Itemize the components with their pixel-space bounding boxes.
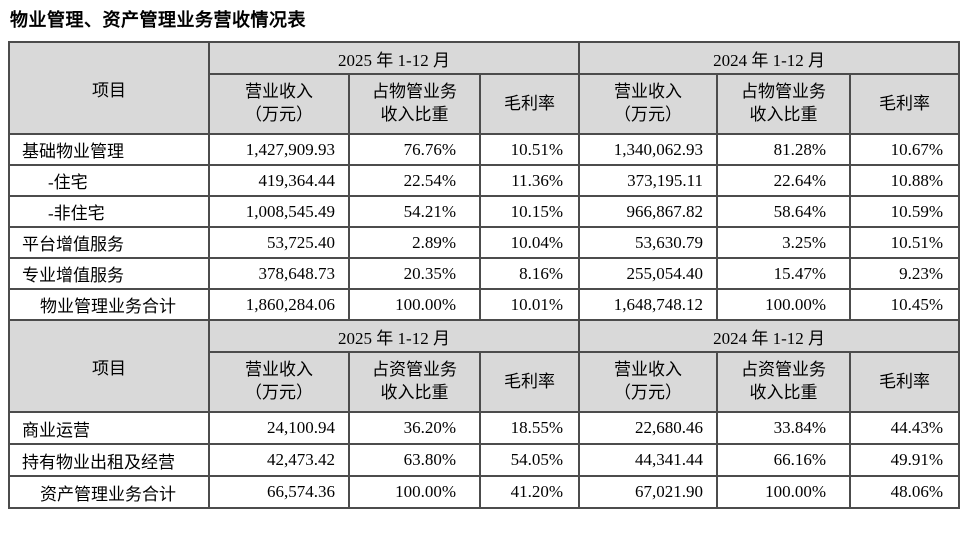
share-2024-header: 占物管业务 收入比重 [716, 73, 852, 135]
revenue-2025: 53,725.40 [208, 226, 350, 259]
table-row: 平台增值服务 53,725.40 2.89% 10.04% 53,630.79 … [8, 226, 961, 259]
table-row: -住宅 419,364.44 22.54% 11.36% 373,195.11 … [8, 164, 961, 197]
margin-2024: 10.59% [849, 195, 961, 228]
share-2024: 81.28% [716, 133, 852, 166]
margin-2025-header: 毛利率 [478, 351, 581, 413]
margin-2024: 10.45% [849, 288, 961, 321]
share-2024: 15.47% [716, 257, 852, 290]
revenue-2024-header: 营业收入 （万元） [578, 73, 719, 135]
share-2025-header: 占资管业务 收入比重 [348, 351, 481, 413]
revenue-table: 项目 2025 年 1-12 月 2024 年 1-12 月 营业收入 （万元）… [8, 41, 961, 509]
revenue-2024: 373,195.11 [578, 164, 719, 197]
table-row: 持有物业出租及经营 42,473.42 63.80% 54.05% 44,341… [8, 443, 961, 477]
margin-2024: 10.51% [849, 226, 961, 259]
margin-2025: 10.15% [478, 195, 581, 228]
row-label: -住宅 [8, 164, 210, 197]
share-2025: 100.00% [348, 288, 481, 321]
share-2024: 3.25% [716, 226, 852, 259]
table-row: -非住宅 1,008,545.49 54.21% 10.15% 966,867.… [8, 195, 961, 228]
row-label: 平台增值服务 [8, 226, 210, 259]
table-row-total: 物业管理业务合计 1,860,284.06 100.00% 10.01% 1,6… [8, 288, 961, 321]
share-2025: 100.00% [348, 475, 481, 509]
margin-2025: 41.20% [478, 475, 581, 509]
row-label: 基础物业管理 [8, 133, 210, 166]
row-label: 物业管理业务合计 [8, 288, 210, 321]
page-title: 物业管理、资产管理业务营收情况表 [10, 10, 306, 30]
header-period-row: 项目 2025 年 1-12 月 2024 年 1-12 月 [8, 41, 961, 135]
revenue-2024: 67,021.90 [578, 475, 719, 509]
row-label: 专业增值服务 [8, 257, 210, 290]
revenue-2025-header: 营业收入 （万元） [208, 351, 350, 413]
share-2025-header: 占物管业务 收入比重 [348, 73, 481, 135]
period-2024-header: 2024 年 1-12 月 [578, 319, 961, 353]
margin-2025: 18.55% [478, 411, 581, 445]
revenue-2025-header: 营业收入 （万元） [208, 73, 350, 135]
margin-2024: 48.06% [849, 475, 961, 509]
period-2025-header: 2025 年 1-12 月 [207, 41, 581, 75]
property-management-section: 项目 2025 年 1-12 月 2024 年 1-12 月 营业收入 （万元）… [8, 41, 961, 321]
share-2024: 33.84% [716, 411, 852, 445]
share-2025: 76.76% [348, 133, 481, 166]
row-label: 持有物业出租及经营 [8, 443, 210, 477]
table-row: 专业增值服务 378,648.73 20.35% 8.16% 255,054.4… [8, 257, 961, 290]
header-period-row: 项目 2025 年 1-12 月 2024 年 1-12 月 [8, 319, 961, 413]
header-columns-row: 营业收入 （万元） 占物管业务 收入比重 毛利率 营业收入 （万元） 占物管业务… [9, 73, 961, 135]
margin-2025: 54.05% [478, 443, 581, 477]
revenue-2025: 419,364.44 [208, 164, 350, 197]
margin-2025: 8.16% [478, 257, 581, 290]
item-column-header: 项目 [8, 41, 210, 135]
share-2025: 54.21% [348, 195, 481, 228]
revenue-2025: 378,648.73 [208, 257, 350, 290]
revenue-2024: 22,680.46 [578, 411, 719, 445]
revenue-2024-header: 营业收入 （万元） [578, 351, 719, 413]
share-2025: 2.89% [348, 226, 481, 259]
revenue-2024: 255,054.40 [578, 257, 719, 290]
revenue-2025: 1,427,909.93 [208, 133, 350, 166]
share-2024: 22.64% [716, 164, 852, 197]
margin-2024: 10.88% [849, 164, 961, 197]
share-2024-header: 占资管业务 收入比重 [716, 351, 852, 413]
margin-2025: 10.01% [478, 288, 581, 321]
margin-2025: 10.04% [478, 226, 581, 259]
table-row: 基础物业管理 1,427,909.93 76.76% 10.51% 1,340,… [8, 133, 961, 166]
period-2025-header: 2025 年 1-12 月 [207, 319, 581, 353]
share-2024: 100.00% [716, 288, 852, 321]
revenue-2024: 44,341.44 [578, 443, 719, 477]
revenue-2025: 1,860,284.06 [208, 288, 350, 321]
row-label: 资产管理业务合计 [8, 475, 210, 509]
revenue-2025: 24,100.94 [208, 411, 350, 445]
revenue-2025: 42,473.42 [208, 443, 350, 477]
margin-2024: 10.67% [849, 133, 961, 166]
share-2025: 20.35% [348, 257, 481, 290]
margin-2024: 9.23% [849, 257, 961, 290]
header-columns-row: 营业收入 （万元） 占资管业务 收入比重 毛利率 营业收入 （万元） 占资管业务… [9, 351, 961, 413]
revenue-2024: 966,867.82 [578, 195, 719, 228]
row-label: -非住宅 [8, 195, 210, 228]
revenue-2024: 1,340,062.93 [578, 133, 719, 166]
revenue-2024: 1,648,748.12 [578, 288, 719, 321]
margin-2024-header: 毛利率 [849, 351, 961, 413]
asset-management-section: 项目 2025 年 1-12 月 2024 年 1-12 月 营业收入 （万元）… [8, 319, 961, 509]
margin-2024: 44.43% [849, 411, 961, 445]
margin-2025: 11.36% [478, 164, 581, 197]
table-row: 商业运营 24,100.94 36.20% 18.55% 22,680.46 3… [8, 411, 961, 445]
share-2025: 36.20% [348, 411, 481, 445]
share-2025: 63.80% [348, 443, 481, 477]
margin-2025: 10.51% [478, 133, 581, 166]
table-row-total: 资产管理业务合计 66,574.36 100.00% 41.20% 67,021… [8, 475, 961, 509]
revenue-2025: 1,008,545.49 [208, 195, 350, 228]
margin-2025-header: 毛利率 [478, 73, 581, 135]
share-2025: 22.54% [348, 164, 481, 197]
share-2024: 66.16% [716, 443, 852, 477]
document-page: 物业管理、资产管理业务营收情况表 项目 2025 年 1-12 月 2024 年… [8, 10, 961, 509]
item-column-header: 项目 [8, 319, 210, 413]
revenue-2025: 66,574.36 [208, 475, 350, 509]
margin-2024: 49.91% [849, 443, 961, 477]
revenue-2024: 53,630.79 [578, 226, 719, 259]
period-2024-header: 2024 年 1-12 月 [578, 41, 961, 75]
row-label: 商业运营 [8, 411, 210, 445]
share-2024: 58.64% [716, 195, 852, 228]
margin-2024-header: 毛利率 [849, 73, 961, 135]
share-2024: 100.00% [716, 475, 852, 509]
